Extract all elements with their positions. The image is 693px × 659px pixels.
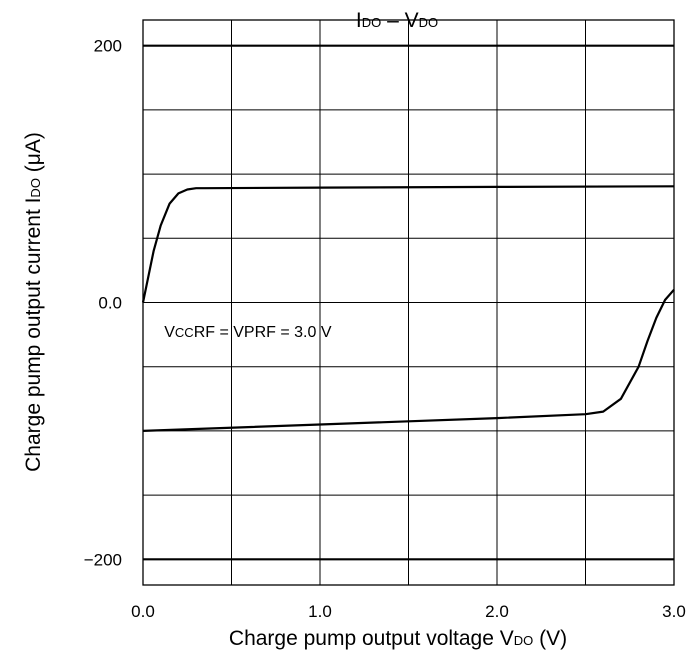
y-tick-labels: 200 0.0 −200 xyxy=(84,37,122,570)
x-tick-label: 2.0 xyxy=(485,602,509,621)
x-axis-label: Charge pump output voltage VDO (V) xyxy=(229,627,567,650)
x-tick-label: 3.0 xyxy=(662,602,686,621)
series-line-1 xyxy=(141,185,675,303)
y-axis-label: Charge pump output current IDO (μA) xyxy=(22,132,45,472)
y-tick-label: −200 xyxy=(84,550,122,569)
annotation-supply-voltage: VCCRF = VPRF = 3.0 V xyxy=(164,324,332,341)
series-line-2 xyxy=(142,288,675,432)
y-tick-label: 0.0 xyxy=(98,294,122,313)
plot-frame xyxy=(142,19,675,586)
y-tick-label: 200 xyxy=(94,37,122,56)
x-tick-labels: 0.0 1.0 2.0 3.0 xyxy=(131,602,686,621)
x-tick-label: 1.0 xyxy=(308,602,332,621)
series-lines xyxy=(141,185,675,432)
grid xyxy=(142,20,675,585)
x-tick-label: 0.0 xyxy=(131,602,155,621)
